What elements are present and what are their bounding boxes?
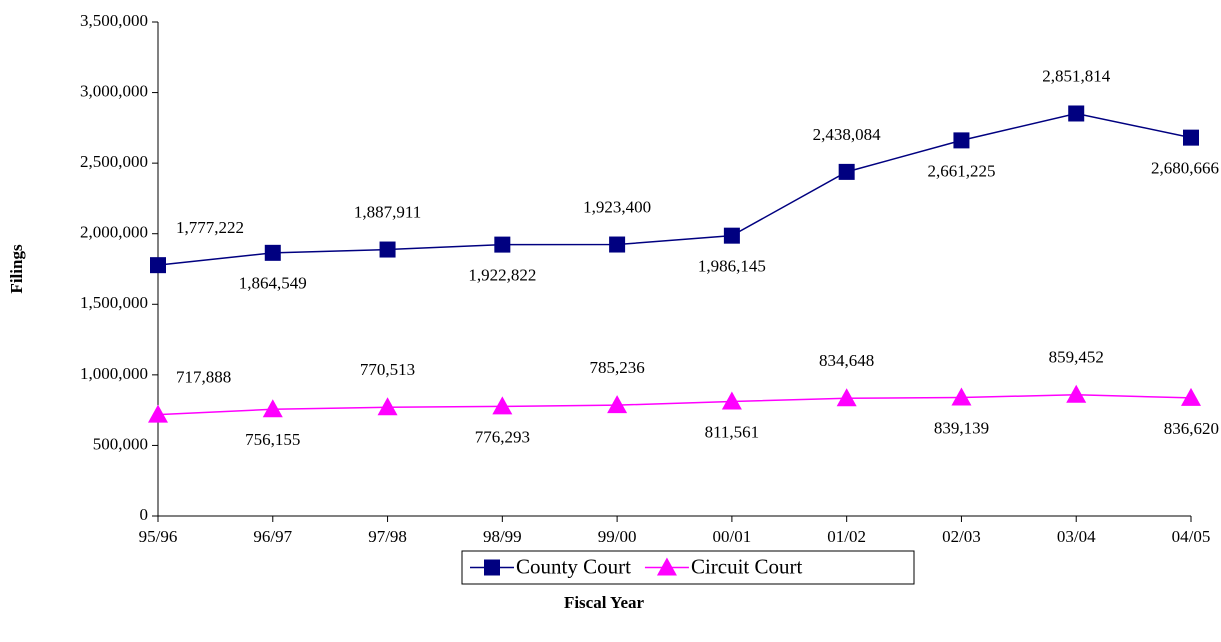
data-point xyxy=(264,244,281,261)
y-tick-label: 0 xyxy=(140,505,149,524)
data-label: 1,864,549 xyxy=(239,274,307,293)
x-tick-label: 00/01 xyxy=(713,527,752,546)
data-label: 1,922,822 xyxy=(468,266,536,285)
data-label: 770,513 xyxy=(360,360,415,379)
data-label: 2,661,225 xyxy=(927,161,995,180)
data-label: 1,777,222 xyxy=(176,218,244,237)
legend-label: County Court xyxy=(516,554,631,578)
x-tick-label: 95/96 xyxy=(139,527,178,546)
data-point xyxy=(721,391,742,410)
x-axis-title: Fiscal Year xyxy=(564,593,645,612)
y-tick-label: 3,500,000 xyxy=(80,11,148,30)
data-point xyxy=(1181,387,1201,406)
legend-marker xyxy=(484,559,500,576)
y-tick-label: 2,000,000 xyxy=(80,223,148,242)
data-point xyxy=(492,396,513,415)
data-label: 1,887,911 xyxy=(354,202,421,221)
data-point xyxy=(607,395,628,414)
data-label: 2,851,814 xyxy=(1042,66,1111,85)
data-point xyxy=(1066,384,1087,403)
data-point xyxy=(150,257,166,274)
x-tick-label: 04/05 xyxy=(1172,527,1211,546)
data-point xyxy=(723,227,740,244)
data-label: 1,923,400 xyxy=(583,197,651,216)
data-label: 2,680,666 xyxy=(1151,159,1219,178)
y-tick-label: 500,000 xyxy=(93,434,148,453)
y-tick-label: 3,000,000 xyxy=(80,81,148,100)
series-line xyxy=(157,393,1192,416)
x-tick-label: 98/99 xyxy=(483,527,522,546)
x-tick-label: 03/04 xyxy=(1057,527,1096,546)
data-point xyxy=(609,236,626,253)
data-label: 2,438,084 xyxy=(813,125,882,144)
data-point xyxy=(951,387,972,406)
data-label: 836,620 xyxy=(1164,419,1219,438)
x-tick-label: 01/02 xyxy=(827,527,866,546)
data-point xyxy=(838,163,855,180)
data-label: 859,452 xyxy=(1049,348,1104,367)
data-point xyxy=(1183,129,1199,146)
y-tick-label: 2,500,000 xyxy=(80,152,148,171)
y-tick-label: 1,000,000 xyxy=(80,364,148,383)
data-point xyxy=(953,132,970,149)
data-point xyxy=(494,236,511,253)
data-point xyxy=(379,241,396,258)
data-point xyxy=(148,404,168,423)
data-label: 756,155 xyxy=(245,430,300,449)
data-label: 1,986,145 xyxy=(698,257,766,276)
legend-marker xyxy=(656,557,677,576)
data-label: 839,139 xyxy=(934,418,989,437)
data-point xyxy=(262,399,283,418)
x-tick-label: 02/03 xyxy=(942,527,981,546)
legend-label: Circuit Court xyxy=(691,554,803,578)
y-tick-label: 1,500,000 xyxy=(80,293,148,312)
data-label: 811,561 xyxy=(705,422,760,441)
x-tick-label: 96/97 xyxy=(253,527,292,546)
series-line xyxy=(157,112,1192,266)
data-point xyxy=(377,397,398,416)
data-point xyxy=(1068,105,1085,122)
data-label: 834,648 xyxy=(819,351,874,370)
y-axis-title: Filings xyxy=(7,244,26,294)
data-label: 776,293 xyxy=(475,427,530,446)
data-label: 785,236 xyxy=(589,358,644,377)
x-tick-label: 97/98 xyxy=(368,527,407,546)
data-point xyxy=(836,388,857,407)
x-tick-label: 99/00 xyxy=(598,527,637,546)
data-label: 717,888 xyxy=(176,368,231,387)
